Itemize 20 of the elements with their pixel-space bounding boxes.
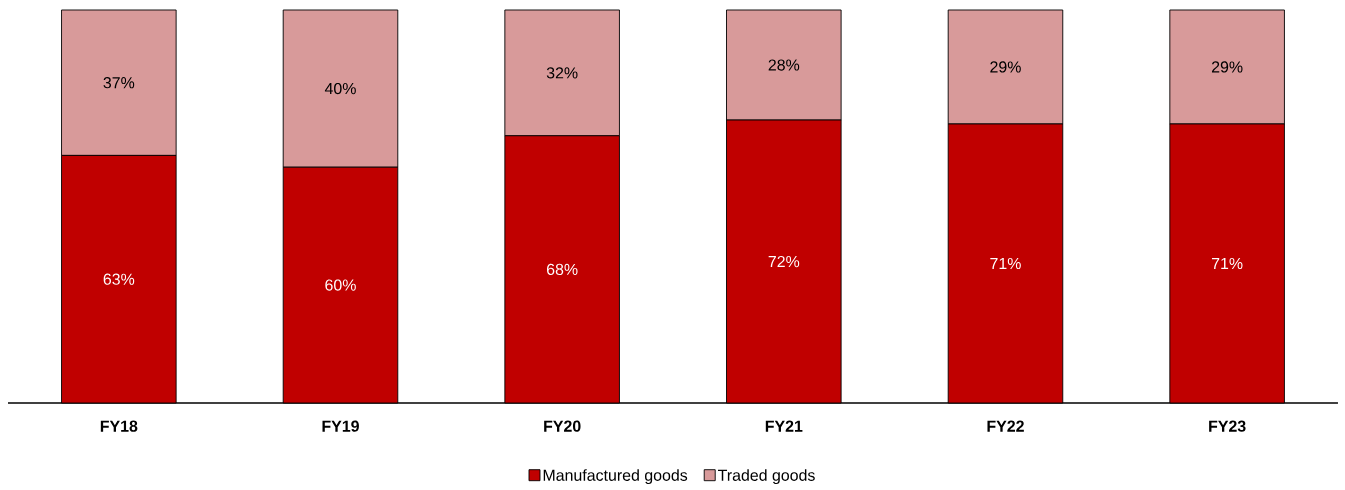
data-label: 72% [768, 255, 800, 268]
data-label: 29% [990, 61, 1021, 73]
data-label: 71% [1211, 257, 1243, 270]
data-label: 29% [1211, 61, 1243, 73]
data-label: 63% [103, 273, 135, 285]
x-tick-label: FY23 [1209, 420, 1246, 432]
legend-label: Manufactured goods [543, 469, 688, 485]
x-tick-label: FY18 [100, 420, 138, 432]
data-label: 37% [103, 77, 135, 89]
data-label: 32% [546, 67, 578, 79]
data-label: 68% [547, 263, 578, 276]
data-label: 28% [768, 59, 800, 71]
data-label: 71% [990, 257, 1021, 270]
data-label: 40% [324, 82, 356, 95]
x-tick-label: FY21 [765, 420, 803, 432]
legend-label: Traded goods [718, 469, 815, 485]
data-label: 60% [325, 279, 356, 291]
x-tick-label: FY19 [322, 420, 359, 432]
x-tick-label: FY20 [544, 420, 581, 432]
x-tick-label: FY22 [987, 420, 1024, 432]
